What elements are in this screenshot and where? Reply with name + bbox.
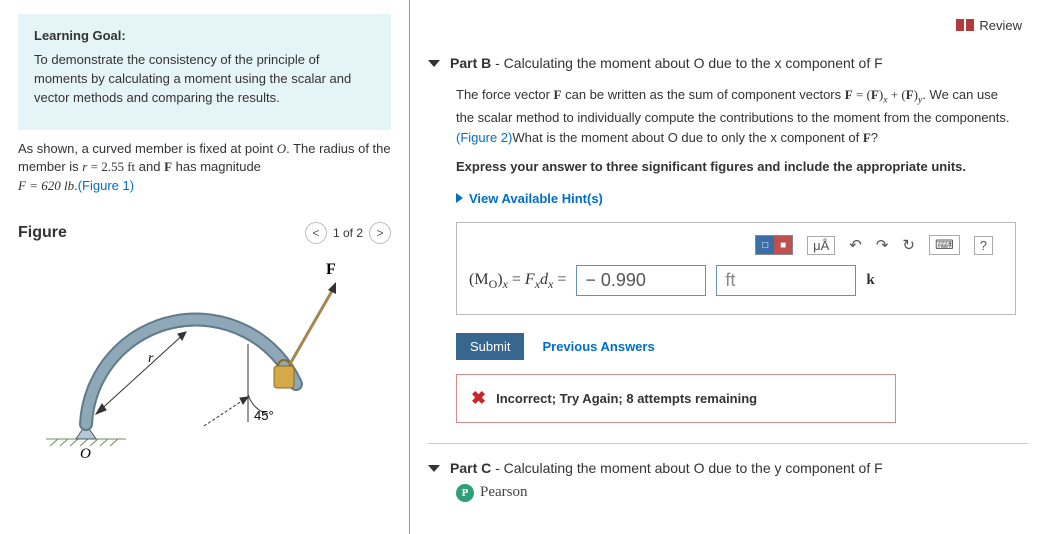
- previous-answers-link[interactable]: Previous Answers: [542, 337, 654, 357]
- view-hints-toggle[interactable]: View Available Hint(s): [456, 189, 1016, 209]
- redo-button[interactable]: ↷: [876, 236, 889, 254]
- feedback-box: ✖ Incorrect; Try Again; 8 attempts remai…: [456, 374, 896, 423]
- reset-button[interactable]: ↻: [902, 236, 915, 254]
- label-O: O: [80, 446, 91, 462]
- problem-setup: As shown, a curved member is fixed at po…: [18, 140, 391, 197]
- figure-next-button[interactable]: >: [369, 222, 391, 244]
- partB-title: Part B - Calculating the moment about O …: [450, 55, 883, 71]
- figure-counter: 1 of 2: [333, 226, 363, 240]
- point-O: O: [277, 141, 286, 156]
- figure-2-link[interactable]: (Figure 2): [456, 130, 512, 145]
- submit-button[interactable]: Submit: [456, 333, 524, 360]
- answer-value-input[interactable]: [576, 265, 706, 296]
- pearson-logo-icon: P: [456, 484, 474, 502]
- partB-instruction: Express your answer to three significant…: [456, 157, 1016, 177]
- feedback-text: Incorrect; Try Again; 8 attempts remaini…: [496, 389, 757, 409]
- pearson-brand: PPearson: [456, 484, 1028, 502]
- partC-title: Part C - Calculating the moment about O …: [450, 460, 883, 476]
- label-F: F: [326, 261, 336, 278]
- review-link[interactable]: Review: [979, 18, 1022, 33]
- undo-button[interactable]: ↶: [849, 236, 862, 254]
- figure-prev-button[interactable]: <: [305, 222, 327, 244]
- setup-text: As shown, a curved member is fixed at po…: [18, 141, 277, 156]
- keyboard-button[interactable]: ⌨: [929, 235, 960, 255]
- template-tool-icon[interactable]: □■: [755, 235, 793, 255]
- units-tool-button[interactable]: μÅ: [807, 236, 835, 255]
- label-angle: 45°: [254, 408, 274, 423]
- review-flag-icon: [966, 19, 974, 31]
- incorrect-icon: ✖: [471, 385, 486, 412]
- answer-frame: □■ μÅ ↶ ↷ ↻ ⌨ ? (MO)x = Fxdx = k: [456, 222, 1016, 315]
- answer-lhs: (MO)x = Fxdx =: [469, 268, 566, 293]
- partB-body: The force vector F can be written as the…: [456, 85, 1016, 147]
- caret-right-icon: [456, 193, 463, 203]
- var-F: F: [164, 159, 172, 174]
- answer-unit-input[interactable]: [716, 265, 856, 296]
- val-F: F = 620 lb: [18, 178, 74, 193]
- learning-goal-text: To demonstrate the consistency of the pr…: [34, 51, 375, 108]
- partC-collapse-toggle[interactable]: [428, 465, 440, 472]
- setup-text: has magnitude: [172, 159, 261, 174]
- setup-text: and: [135, 159, 164, 174]
- learning-goal-box: Learning Goal: To demonstrate the consis…: [18, 14, 391, 130]
- partB-collapse-toggle[interactable]: [428, 60, 440, 67]
- unit-vector-k: k: [866, 269, 874, 292]
- figure-heading: Figure: [18, 224, 67, 242]
- figure-1-link[interactable]: (Figure 1): [78, 178, 134, 193]
- figure-diagram: F r 45° O: [36, 254, 391, 467]
- label-r: r: [148, 351, 154, 366]
- view-hints-label: View Available Hint(s): [469, 189, 603, 209]
- section-divider: [428, 443, 1028, 444]
- review-flag-icon: [956, 19, 964, 31]
- learning-goal-title: Learning Goal:: [34, 28, 375, 43]
- val-r: = 2.55 ft: [87, 159, 135, 174]
- help-button[interactable]: ?: [974, 236, 993, 255]
